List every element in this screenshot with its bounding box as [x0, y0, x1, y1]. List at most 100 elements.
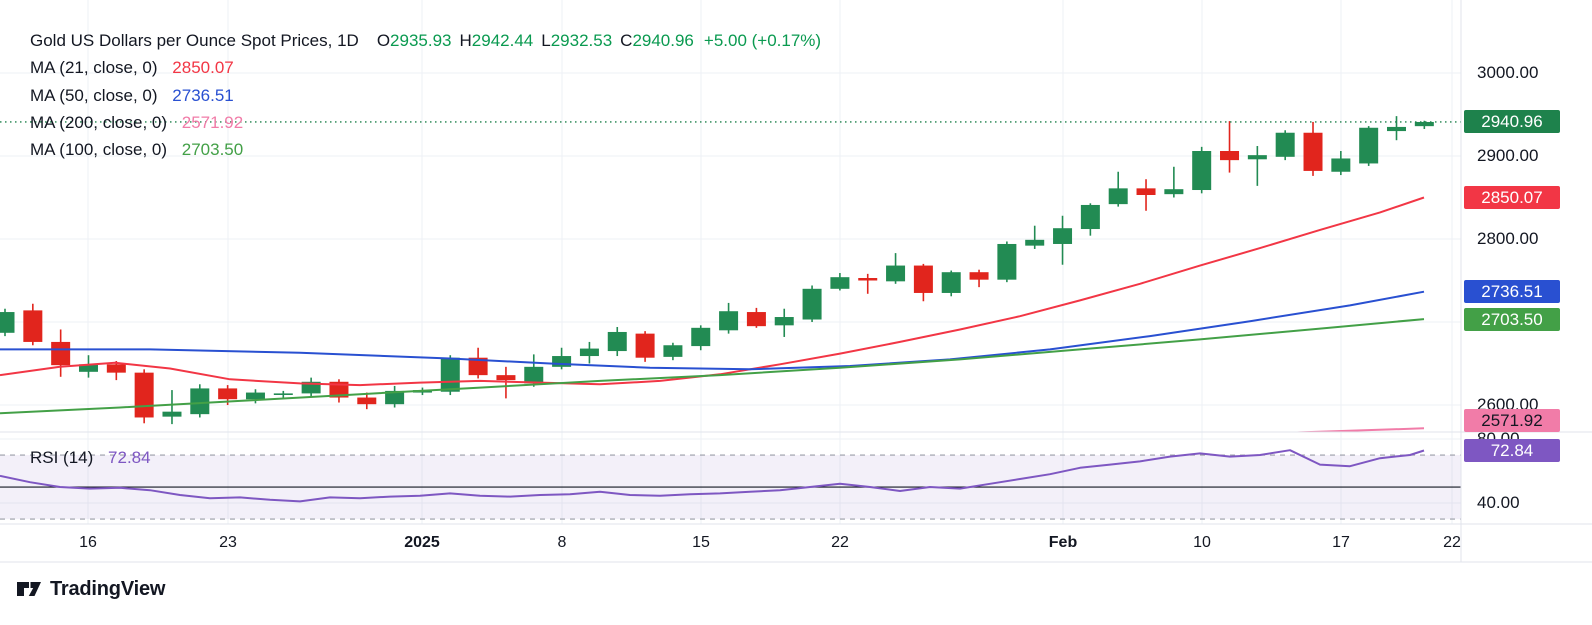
time-axis-label-23: 23	[219, 534, 237, 551]
ma-line-21	[0, 196, 1425, 387]
candle-body-down	[635, 333, 655, 358]
candle-body-down	[468, 357, 488, 376]
chart-area: Gold US Dollars per Ounce Spot Prices, 1…	[0, 0, 1592, 563]
candle-wick	[1173, 166, 1175, 198]
time-axis-label-15: 15	[692, 534, 710, 551]
price-axis[interactable]: 3000.002900.002800.002600.0080.0040.0029…	[1461, 0, 1592, 563]
candle-body-up	[774, 317, 794, 326]
time-axis-label-2025: 2025	[404, 534, 440, 551]
time-axis-label-17: 17	[1332, 534, 1350, 551]
candle-body-up	[1331, 158, 1351, 172]
change-value: +5.00 (+0.17%)	[703, 31, 822, 50]
ma200-legend-row[interactable]: MA (200, close, 0) 2571.92	[30, 113, 243, 132]
candlestick-chart-canvas[interactable]	[0, 0, 1592, 563]
candle-body-up	[1053, 228, 1073, 244]
candle-body-up	[663, 345, 683, 357]
ma21-legend-row[interactable]: MA (21, close, 0) 2850.07	[30, 58, 234, 77]
ma-lines-group	[0, 196, 1425, 432]
time-axis-label-16: 16	[79, 534, 97, 551]
candle-body-up	[0, 312, 15, 333]
candle-body-up	[886, 265, 906, 282]
high-label: H	[459, 31, 472, 50]
ma-line-100	[0, 318, 1425, 415]
candle-body-down	[134, 372, 154, 418]
price-badge-2571.92: 2571.92	[1464, 408, 1560, 432]
candle-body-up	[941, 272, 961, 293]
candle-body-up	[1247, 155, 1267, 160]
candle-body-up	[691, 327, 711, 347]
candle-body-up	[162, 411, 182, 417]
candle-wick	[171, 390, 173, 425]
time-axis-label-Feb: Feb	[1048, 534, 1078, 551]
candle-body-down	[1136, 188, 1156, 195]
candle-body-up	[301, 381, 321, 394]
tradingview-logo-icon	[17, 582, 41, 596]
candle-body-up	[579, 348, 599, 357]
candle-wick	[866, 273, 869, 294]
candle-body-down	[106, 364, 126, 373]
candle-body-up	[719, 311, 739, 331]
ma50-label: MA (50, close, 0)	[30, 86, 158, 105]
candle-body-up	[1414, 121, 1434, 127]
high-value: 2942.44	[471, 31, 534, 50]
symbol-legend-row[interactable]: Gold US Dollars per Ounce Spot Prices, 1…	[30, 31, 821, 50]
candle-body-down	[218, 388, 238, 400]
tradingview-logo[interactable]: TradingView	[16, 578, 165, 601]
candle-body-up	[273, 393, 293, 395]
ma100-legend-row[interactable]: MA (100, close, 0) 2703.50	[30, 140, 243, 159]
candle-body-up	[385, 390, 405, 405]
ma200-label: MA (200, close, 0)	[30, 113, 168, 132]
rsi-label: RSI (14)	[30, 448, 94, 467]
time-axis-label-8: 8	[557, 534, 567, 551]
candle-body-up	[552, 356, 572, 367]
candle-body-up	[1025, 239, 1045, 246]
ma50-value: 2736.51	[172, 86, 234, 105]
candle-body-down	[969, 272, 989, 280]
candle-body-down	[51, 341, 71, 366]
candle-body-down	[23, 310, 43, 342]
candle-body-down	[746, 312, 766, 327]
ma100-label: MA (100, close, 0)	[30, 140, 168, 159]
ohlc-values: O2935.93 H2942.44 L2932.53 C2940.96	[369, 31, 694, 50]
price-badge-2850.07: 2850.07	[1464, 185, 1560, 209]
candle-wick	[1033, 225, 1036, 249]
time-axis-label-22: 22	[831, 534, 849, 551]
candle-body-down	[496, 375, 516, 381]
candle-body-up	[1387, 126, 1406, 132]
candle-body-down	[329, 381, 349, 398]
ma21-label: MA (21, close, 0)	[30, 58, 158, 77]
low-value: 2932.53	[550, 31, 613, 50]
candle-body-down	[1220, 151, 1240, 161]
close-label: C	[620, 31, 633, 50]
candle-body-up	[245, 392, 265, 400]
symbol-title: Gold US Dollars per Ounce Spot Prices, 1…	[30, 31, 359, 50]
ma-line-50	[0, 290, 1425, 371]
footer: TradingView	[16, 572, 165, 606]
low-label: L	[541, 31, 551, 50]
candle-body-up	[1164, 189, 1184, 195]
rsi-line	[0, 449, 1425, 503]
close-value: 2940.96	[632, 31, 694, 50]
rsi-legend-row[interactable]: RSI (14) 72.84	[30, 448, 151, 468]
candle-body-down	[1303, 132, 1323, 171]
ma21-value: 2850.07	[172, 58, 234, 77]
price-badge-2736.51: 2736.51	[1464, 280, 1560, 304]
candle-body-up	[1192, 151, 1212, 191]
candles-group	[0, 116, 1434, 425]
price-axis-tick: 2900.00	[1477, 145, 1539, 165]
candle-body-up	[1359, 127, 1379, 164]
time-axis[interactable]: 16 23 2025 8 15 22 Feb 10 17 22	[0, 524, 1461, 562]
tradingview-logo-text: TradingView	[50, 577, 166, 600]
candle-body-up	[802, 288, 822, 320]
candle-body-up	[1108, 188, 1128, 205]
ma50-legend-row[interactable]: MA (50, close, 0) 2736.51	[30, 86, 234, 105]
candle-body-down	[357, 397, 377, 405]
candle-body-up	[190, 388, 210, 415]
ma200-value: 2571.92	[181, 113, 244, 132]
price-axis-tick: 40.00	[1477, 493, 1520, 513]
candle-body-up	[830, 277, 850, 289]
rsi-value: 72.84	[108, 448, 151, 467]
rsi-group	[0, 449, 1425, 503]
ma-line-200	[1285, 427, 1425, 432]
